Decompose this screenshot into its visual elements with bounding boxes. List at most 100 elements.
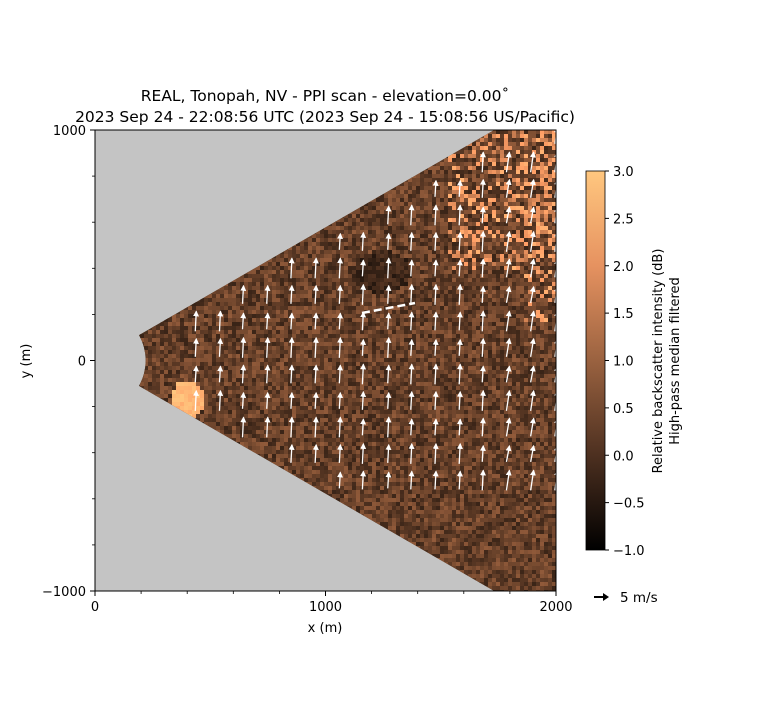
- backscatter-cell: [248, 354, 252, 358]
- backscatter-cell: [432, 434, 436, 438]
- backscatter-cell: [328, 226, 332, 230]
- backscatter-cell: [308, 426, 312, 430]
- backscatter-cell: [392, 330, 396, 334]
- backscatter-cell: [444, 226, 448, 230]
- backscatter-cell: [440, 234, 444, 238]
- backscatter-cell: [320, 358, 324, 362]
- backscatter-cell: [424, 538, 428, 542]
- backscatter-cell: [308, 274, 312, 278]
- backscatter-cell: [356, 290, 360, 294]
- backscatter-cell: [332, 262, 336, 266]
- backscatter-cell: [360, 426, 364, 430]
- backscatter-cell: [392, 486, 396, 490]
- backscatter-cell: [148, 370, 152, 374]
- backscatter-cell: [412, 194, 416, 198]
- backscatter-cell: [352, 370, 356, 374]
- backscatter-cell: [312, 274, 316, 278]
- backscatter-cell: [388, 298, 392, 302]
- backscatter-cell: [256, 302, 260, 306]
- backscatter-cell: [156, 338, 160, 342]
- backscatter-cell: [344, 398, 348, 402]
- backscatter-cell: [300, 358, 304, 362]
- backscatter-cell: [416, 270, 420, 274]
- backscatter-cell: [292, 270, 296, 274]
- backscatter-cell: [312, 438, 316, 442]
- backscatter-cell: [160, 390, 164, 394]
- backscatter-cell: [260, 346, 264, 350]
- backscatter-cell: [424, 318, 428, 322]
- backscatter-cell: [268, 278, 272, 282]
- backscatter-cell: [344, 494, 348, 498]
- backscatter-cell: [324, 382, 328, 386]
- backscatter-cell: [380, 234, 384, 238]
- backscatter-cell: [224, 290, 228, 294]
- backscatter-cell: [208, 386, 212, 390]
- backscatter-cell: [388, 350, 392, 354]
- backscatter-cell: [448, 202, 452, 206]
- backscatter-cell: [324, 262, 328, 266]
- backscatter-cell: [264, 406, 268, 410]
- backscatter-cell: [216, 354, 220, 358]
- backscatter-cell: [340, 398, 344, 402]
- backscatter-cell: [356, 318, 360, 322]
- backscatter-cell: [340, 410, 344, 414]
- backscatter-cell: [244, 422, 248, 426]
- backscatter-cell: [388, 230, 392, 234]
- backscatter-cell: [296, 338, 300, 342]
- backscatter-cell: [356, 374, 360, 378]
- backscatter-cell: [444, 394, 448, 398]
- backscatter-cell: [196, 326, 200, 330]
- backscatter-cell: [300, 302, 304, 306]
- backscatter-cell: [412, 242, 416, 246]
- backscatter-cell: [396, 514, 400, 518]
- backscatter-cell: [344, 414, 348, 418]
- backscatter-cell: [380, 478, 384, 482]
- backscatter-cell: [384, 450, 388, 454]
- backscatter-cell: [416, 402, 420, 406]
- backscatter-cell: [440, 254, 444, 258]
- backscatter-cell: [256, 442, 260, 446]
- backscatter-cell: [312, 450, 316, 454]
- backscatter-cell: [160, 330, 164, 334]
- backscatter-cell: [232, 302, 236, 306]
- backscatter-cell: [440, 166, 444, 170]
- backscatter-cell: [412, 354, 416, 358]
- backscatter-cell: [296, 474, 300, 478]
- backscatter-cell: [368, 226, 372, 230]
- backscatter-cell: [164, 390, 168, 394]
- backscatter-cell: [436, 270, 440, 274]
- backscatter-cell: [280, 386, 284, 390]
- backscatter-cell: [384, 386, 388, 390]
- backscatter-cell: [164, 334, 168, 338]
- backscatter-cell: [400, 382, 404, 386]
- backscatter-cell: [292, 458, 296, 462]
- backscatter-cell: [304, 466, 308, 470]
- backscatter-cell: [216, 378, 220, 382]
- backscatter-cell: [344, 434, 348, 438]
- backscatter-cell: [360, 398, 364, 402]
- backscatter-cell: [416, 470, 420, 474]
- backscatter-cell: [280, 270, 284, 274]
- backscatter-cell: [356, 210, 360, 214]
- backscatter-cell: [276, 378, 280, 382]
- backscatter-cell: [456, 406, 460, 410]
- backscatter-cell: [444, 290, 448, 294]
- backscatter-cell: [384, 202, 388, 206]
- backscatter-cell: [348, 314, 352, 318]
- backscatter-cell: [340, 290, 344, 294]
- backscatter-cell: [276, 442, 280, 446]
- backscatter-cell: [324, 234, 328, 238]
- backscatter-cell: [388, 406, 392, 410]
- backscatter-cell: [328, 306, 332, 310]
- backscatter-cell: [368, 502, 372, 506]
- backscatter-cell: [244, 342, 248, 346]
- backscatter-cell: [296, 354, 300, 358]
- backscatter-cell: [144, 386, 148, 390]
- backscatter-cell: [440, 218, 444, 222]
- backscatter-cell: [176, 322, 180, 326]
- backscatter-cell: [188, 310, 192, 314]
- backscatter-cell: [340, 318, 344, 322]
- backscatter-cell: [352, 450, 356, 454]
- backscatter-cell: [220, 362, 224, 366]
- backscatter-cell: [328, 350, 332, 354]
